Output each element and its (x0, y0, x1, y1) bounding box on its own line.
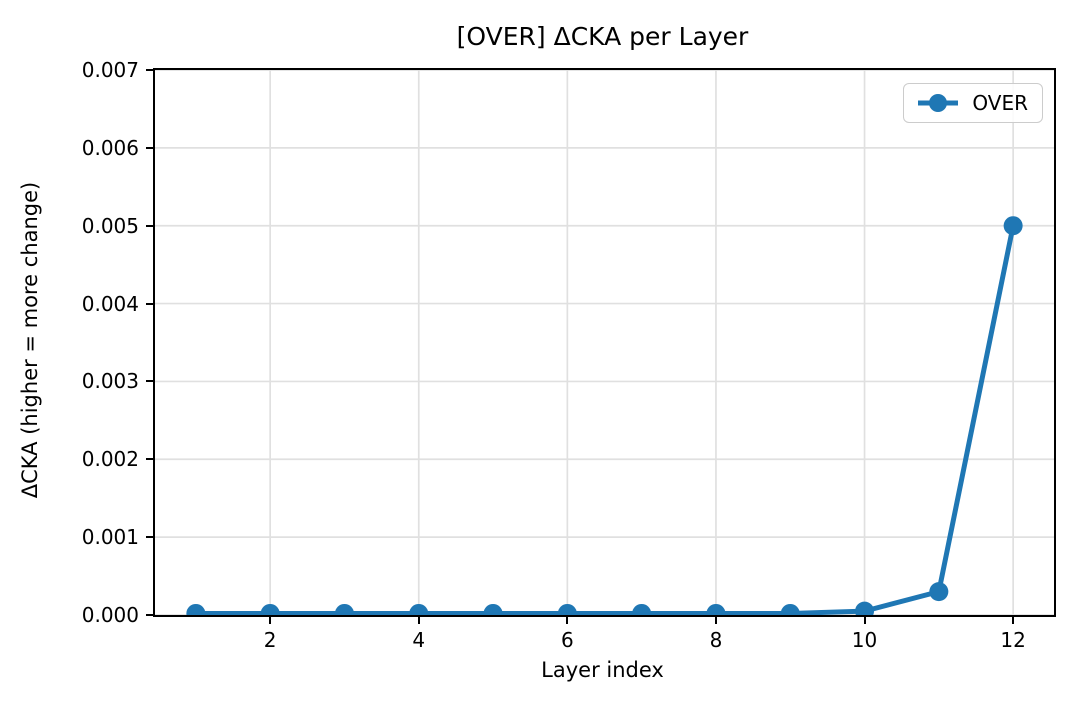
data-point (780, 603, 800, 615)
x-tick (714, 617, 717, 624)
legend: OVER (903, 83, 1043, 123)
y-tick (146, 536, 153, 539)
y-tick (146, 302, 153, 305)
data-point (186, 603, 206, 615)
data-point (855, 601, 875, 615)
data-point (1003, 216, 1023, 236)
y-tick-label: 0.004 (81, 291, 139, 316)
line-plot-svg (155, 70, 1054, 615)
y-tick-label: 0.005 (81, 213, 139, 238)
data-point (929, 582, 949, 602)
x-tick-label: 10 (851, 628, 878, 652)
data-point (706, 603, 726, 615)
data-point (632, 603, 652, 615)
data-point (483, 603, 503, 615)
data-point (409, 603, 429, 615)
data-point (334, 603, 354, 615)
chart-title: [OVER] ΔCKA per Layer (456, 22, 749, 51)
y-tick (146, 380, 153, 383)
x-tick-label: 12 (1000, 628, 1026, 652)
y-tick-label: 0.001 (81, 525, 139, 550)
y-tick (146, 224, 153, 227)
y-tick (146, 69, 153, 71)
x-tick-label: 2 (263, 628, 277, 652)
x-tick (863, 617, 866, 624)
x-tick-label: 8 (709, 628, 723, 652)
legend-label: OVER (972, 91, 1028, 115)
y-tick-label: 0.002 (81, 447, 139, 472)
x-axis-label: Layer index (541, 658, 664, 682)
x-tick-label: 6 (560, 628, 574, 652)
y-tick-label: 0.003 (81, 369, 139, 394)
plot-area: OVER (153, 68, 1056, 617)
x-tick-label: 4 (412, 628, 426, 652)
series-line-over (195, 225, 1016, 615)
y-tick (146, 146, 153, 149)
y-tick-label: 0.007 (81, 58, 139, 82)
x-tick (566, 617, 569, 624)
y-tick-label: 0.000 (81, 603, 139, 627)
x-tick (417, 617, 420, 624)
y-axis-label: ΔCKA (higher = more change) (18, 181, 42, 499)
x-tick (269, 617, 272, 624)
y-tick (146, 614, 153, 616)
y-tick (146, 458, 153, 461)
data-point (557, 603, 577, 615)
legend-line-sample-icon (918, 94, 959, 112)
y-tick-label: 0.006 (81, 135, 139, 160)
data-point (260, 603, 280, 615)
x-tick (1012, 617, 1015, 624)
